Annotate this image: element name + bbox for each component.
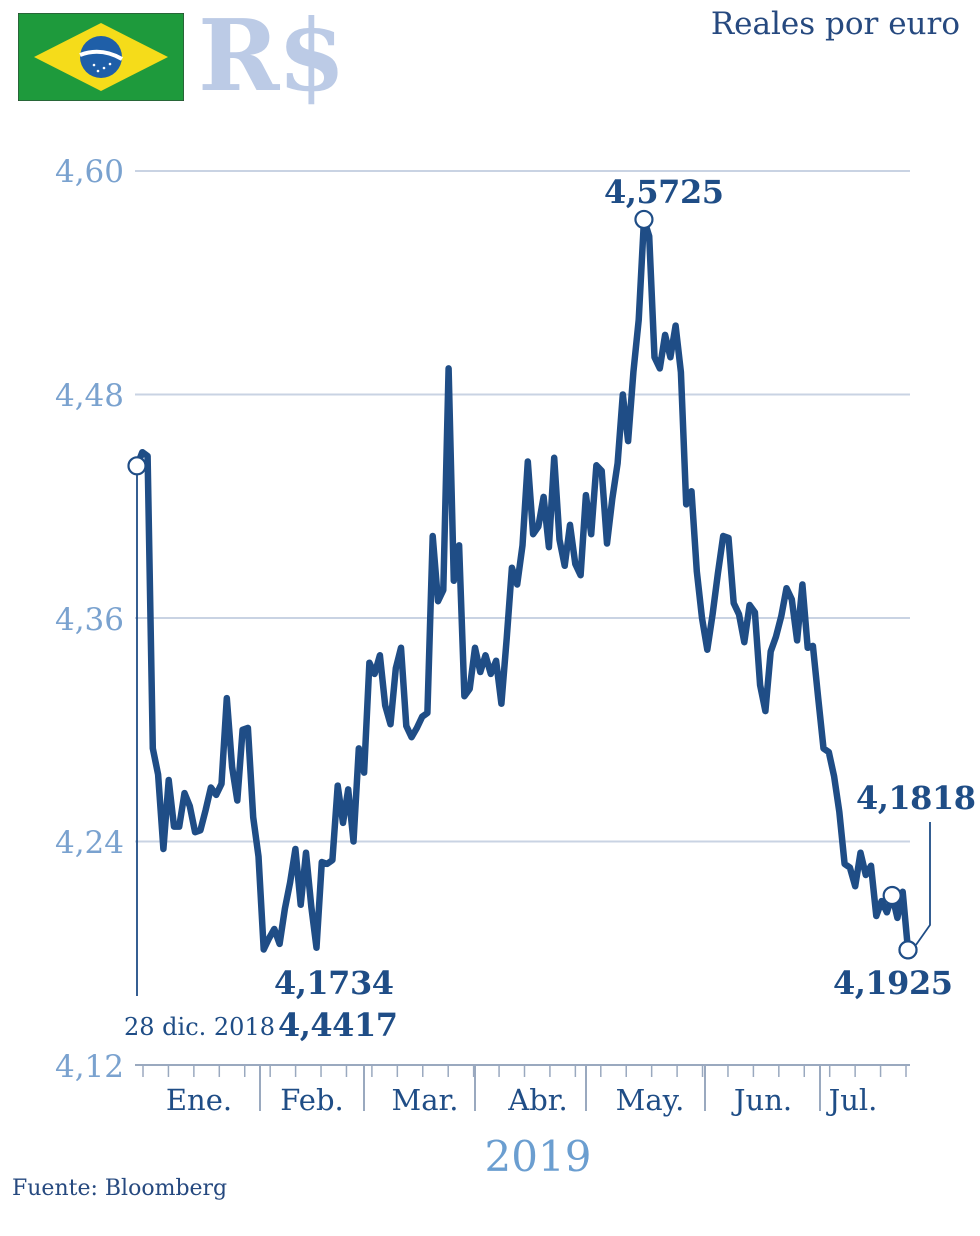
x-tick-label: May.: [615, 1083, 685, 1117]
x-axis-year-label: 2019: [484, 1132, 592, 1181]
series-line: [133, 216, 912, 954]
start-value-label: 4,4417: [278, 1006, 398, 1044]
currency-symbol: R$: [198, 0, 346, 114]
series-group: [133, 216, 912, 954]
max-value-label: 4,5725: [604, 173, 724, 211]
x-axis: [135, 1064, 910, 1111]
end-leader-line: [915, 822, 931, 946]
max-marker: [634, 209, 654, 230]
y-tick-label: 4,24: [54, 825, 124, 861]
min-value-label: 4,1734: [274, 964, 394, 1002]
x-tick-label: Jun.: [733, 1083, 793, 1117]
source-note: Fuente: Bloomberg: [12, 1176, 228, 1201]
prev-marker: [882, 885, 902, 906]
y-tick-label: 4,12: [54, 1049, 124, 1085]
start-date-label: 28 dic. 2018: [124, 1013, 275, 1041]
y-tick-label: 4,60: [54, 154, 124, 190]
end-marker: [898, 940, 918, 960]
y-tick-label: 4,36: [54, 602, 124, 638]
x-tick-label: Jul.: [828, 1083, 878, 1117]
x-tick-label: Mar.: [391, 1083, 459, 1117]
x-tick-label: Abr.: [508, 1083, 568, 1117]
markers: [127, 209, 931, 996]
unit-label: Reales por euro: [710, 6, 960, 42]
x-tick-label: Feb.: [280, 1083, 344, 1117]
start-marker: [127, 456, 147, 476]
prev-value-label: 4,1925: [833, 964, 953, 1002]
brazil-flag-icon: [17, 12, 185, 102]
y-tick-label: 4,48: [54, 378, 124, 414]
x-tick-label: Ene.: [165, 1083, 233, 1117]
gridlines: [135, 170, 910, 843]
end-value-label: 4,1818: [856, 779, 976, 817]
